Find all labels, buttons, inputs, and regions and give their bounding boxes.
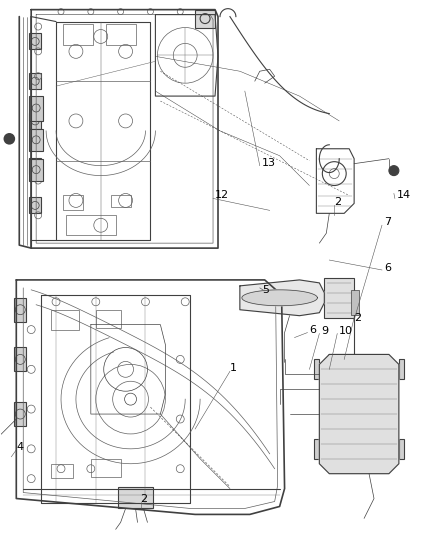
Bar (29, 96, 43, 121)
Bar (96, 310, 120, 328)
Bar (63, 23, 93, 45)
Text: 10: 10 (339, 326, 353, 336)
Bar (29, 73, 41, 89)
Bar (399, 359, 404, 379)
Bar (324, 278, 354, 318)
Text: 9: 9 (321, 326, 328, 336)
Bar (111, 196, 131, 207)
Text: 7: 7 (384, 217, 391, 227)
Text: 13: 13 (262, 158, 276, 168)
Bar (29, 159, 43, 181)
Bar (331, 359, 387, 372)
Text: 4: 4 (16, 442, 23, 452)
Bar (66, 215, 116, 235)
Bar (195, 10, 215, 28)
Bar (118, 487, 153, 508)
Bar (351, 290, 359, 314)
Text: 1: 1 (230, 364, 237, 373)
Polygon shape (240, 280, 324, 316)
Text: 6: 6 (384, 263, 391, 273)
Bar (331, 464, 387, 472)
Bar (314, 359, 319, 379)
Text: 6: 6 (309, 325, 316, 335)
Bar (29, 34, 41, 50)
Circle shape (389, 166, 399, 175)
Bar (63, 196, 83, 211)
Bar (314, 439, 319, 459)
Bar (29, 197, 41, 213)
Text: 5: 5 (262, 285, 269, 295)
Polygon shape (242, 290, 318, 306)
Bar (14, 298, 26, 321)
Bar (14, 348, 26, 372)
Bar (106, 23, 135, 45)
Polygon shape (319, 354, 399, 474)
Text: 2: 2 (141, 494, 148, 504)
Bar (51, 464, 73, 478)
Bar (29, 129, 43, 151)
Text: 14: 14 (397, 190, 411, 200)
Bar (51, 310, 79, 329)
Bar (14, 402, 26, 426)
Bar (91, 459, 120, 477)
Bar (29, 113, 41, 129)
Bar (29, 158, 41, 174)
Circle shape (4, 134, 14, 144)
Text: 12: 12 (215, 190, 229, 200)
Bar (399, 439, 404, 459)
Text: 2: 2 (354, 313, 361, 322)
Text: 2: 2 (334, 197, 341, 207)
